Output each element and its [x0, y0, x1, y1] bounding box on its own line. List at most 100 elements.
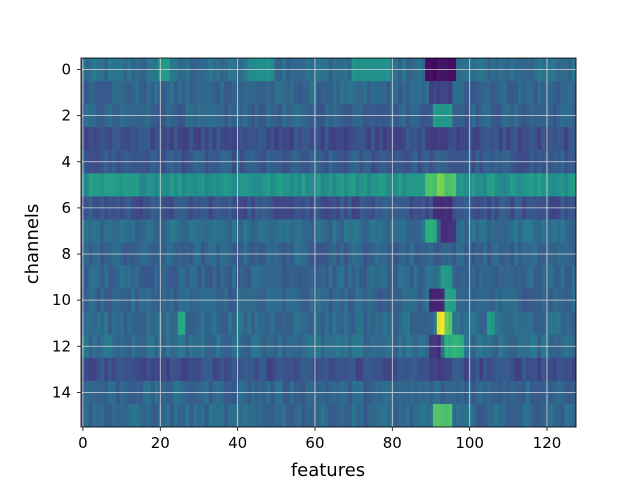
heatmap-cell — [104, 219, 109, 243]
heatmap-cell — [421, 219, 426, 243]
heatmap-cell — [100, 311, 105, 336]
heatmap-cell — [483, 81, 488, 105]
heatmap-cell — [150, 357, 155, 382]
heatmap-cell — [405, 357, 411, 382]
heatmap-cell — [197, 265, 202, 289]
heatmap-cell — [274, 219, 279, 243]
heatmap-cell — [139, 127, 144, 151]
heatmap-cell — [413, 403, 418, 428]
heatmap-cell — [255, 265, 260, 289]
heatmap-cell — [502, 311, 507, 336]
heatmap-cell — [560, 403, 565, 428]
heatmap-cell — [405, 219, 411, 243]
heatmap-cell — [510, 357, 515, 382]
heatmap-cell — [417, 127, 422, 151]
heatmap-cell — [394, 219, 399, 243]
heatmap-cell — [510, 173, 515, 197]
heatmap-cell — [440, 81, 445, 105]
heatmap-cell — [444, 127, 449, 151]
heatmap-cell — [231, 219, 237, 243]
heatmap-cell — [84, 219, 90, 243]
heatmap-cell — [444, 173, 449, 197]
heatmap-cell — [351, 357, 356, 382]
heatmap-cell — [262, 127, 267, 151]
heatmap-cell — [297, 219, 302, 243]
heatmap-cell — [525, 81, 530, 105]
heatmap-cell — [429, 311, 434, 336]
heatmap-cell — [572, 265, 577, 289]
heatmap-cell — [498, 173, 503, 197]
heatmap-cell — [316, 219, 322, 243]
heatmap-cell — [111, 219, 117, 243]
heatmap-cell — [336, 265, 341, 289]
heatmap-cell — [382, 265, 387, 289]
heatmap-cell — [572, 127, 577, 151]
heatmap-cell — [514, 311, 519, 336]
heatmap-cell — [336, 311, 341, 336]
heatmap-cell — [413, 311, 418, 336]
heatmap-cell — [560, 81, 565, 105]
heatmap-cell — [227, 403, 233, 428]
heatmap-cell — [386, 357, 391, 382]
heatmap-cell — [127, 127, 132, 151]
heatmap-cell — [212, 403, 217, 428]
heatmap-cell — [181, 265, 186, 289]
heatmap-cell — [282, 219, 287, 243]
heatmap-cell — [285, 357, 291, 382]
heatmap-cell — [146, 265, 151, 289]
heatmap-cell — [517, 311, 523, 336]
heatmap-cell — [498, 81, 503, 105]
heatmap-cell — [564, 403, 569, 428]
heatmap-cell — [359, 311, 364, 336]
heatmap-cell — [239, 311, 244, 336]
heatmap-cell — [224, 311, 229, 336]
heatmap-cell — [475, 265, 480, 289]
heatmap-cell — [405, 403, 411, 428]
heatmap-cell — [448, 81, 453, 105]
heatmap-cell — [104, 403, 109, 428]
heatmap-cell — [166, 357, 171, 382]
heatmap-cell — [142, 219, 148, 243]
heatmap-cell — [177, 311, 182, 336]
heatmap-cell — [494, 357, 500, 382]
heatmap-cell — [247, 311, 252, 336]
heatmap-cell — [185, 219, 190, 243]
heatmap-cell — [432, 173, 438, 197]
heatmap-cell — [398, 127, 403, 151]
heatmap-cell — [305, 311, 310, 336]
heatmap-cell — [359, 81, 364, 105]
heatmap-cell — [386, 219, 391, 243]
heatmap-cell — [324, 173, 329, 197]
heatmap-cell — [537, 265, 542, 289]
heatmap-cell — [169, 219, 175, 243]
heatmap-cell — [111, 265, 117, 289]
heatmap-cell — [84, 357, 90, 382]
heatmap-cell — [367, 403, 372, 428]
heatmap-cell — [212, 219, 217, 243]
heatmap-cell — [525, 403, 530, 428]
heatmap-cell — [521, 311, 527, 336]
heatmap-cell — [436, 357, 441, 382]
heatmap-cell — [309, 219, 314, 243]
heatmap-cell — [324, 357, 329, 382]
heatmap-cell — [514, 127, 519, 151]
heatmap-cell — [266, 357, 271, 382]
heatmap-cell — [494, 81, 500, 105]
heatmap-cell — [421, 173, 426, 197]
heatmap-cell — [154, 173, 159, 197]
heatmap-cell — [548, 403, 554, 428]
heatmap-cell — [231, 127, 237, 151]
heatmap-cell — [401, 265, 407, 289]
heatmap-cell — [220, 81, 225, 105]
heatmap-cell — [169, 357, 175, 382]
heatmap-cell — [386, 81, 391, 105]
heatmap-cell — [521, 403, 527, 428]
heatmap-cell — [340, 219, 345, 243]
heatmap-cell — [181, 311, 186, 336]
heatmap-cell — [351, 127, 356, 151]
heatmap-cell — [200, 219, 206, 243]
heatmap-cell — [425, 127, 430, 151]
heatmap-cell — [568, 81, 573, 105]
heatmap-cell — [231, 265, 237, 289]
